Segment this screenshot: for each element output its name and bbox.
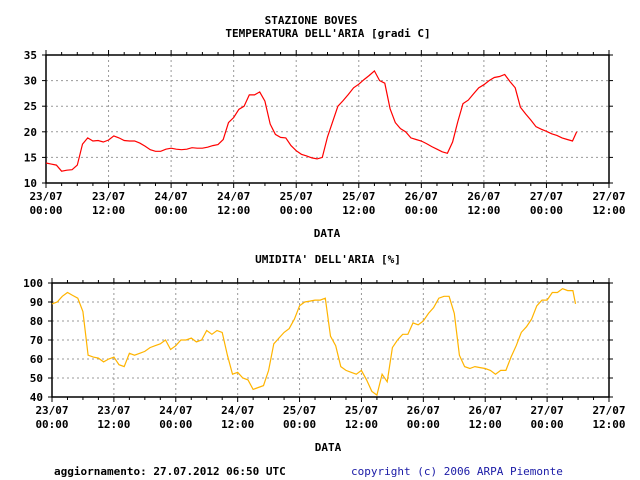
temperature-x-tick-label-time: 12:00: [592, 204, 625, 217]
humidity-x-tick-label-time: 12:00: [345, 418, 378, 431]
humidity-chart: 40506070809010023/0700:0023/0712:0024/07…: [23, 277, 625, 431]
temperature-x-tick-label-time: 12:00: [92, 204, 125, 217]
humidity-x-tick-label-time: 00:00: [35, 418, 68, 431]
humidity-y-tick-label: 40: [30, 391, 43, 404]
humidity-y-tick-label: 100: [23, 277, 43, 290]
temperature-x-tick-label-time: 00:00: [155, 204, 188, 217]
humidity-y-tick-label: 90: [30, 296, 43, 309]
temperature-x-tick-label-time: 12:00: [467, 204, 500, 217]
temperature-x-tick-label-time: 00:00: [405, 204, 438, 217]
humidity-x-axis-label: DATA: [315, 441, 342, 454]
humidity-x-tick-label-time: 12:00: [592, 418, 625, 431]
humidity-x-tick-label-date: 27/07: [531, 404, 564, 417]
humidity-x-tick-label-time: 00:00: [283, 418, 316, 431]
temperature-x-tick-label-date: 26/07: [405, 190, 438, 203]
temperature-y-tick-label: 10: [24, 177, 37, 190]
humidity-x-tick-label-time: 00:00: [407, 418, 440, 431]
temperature-x-tick-label-date: 27/07: [530, 190, 563, 203]
humidity-x-tick-label-date: 25/07: [345, 404, 378, 417]
temperature-x-tick-label-date: 23/07: [29, 190, 62, 203]
temperature-chart-title: TEMPERATURA DELL'ARIA [gradi C]: [225, 27, 430, 40]
humidity-y-tick-label: 70: [30, 334, 43, 347]
temperature-series-line: [45, 69, 578, 172]
temperature-x-tick-label-time: 00:00: [530, 204, 563, 217]
temperature-y-tick-label: 25: [24, 100, 37, 113]
humidity-y-tick-label: 60: [30, 353, 43, 366]
station-title: STAZIONE BOVES: [265, 14, 358, 27]
humidity-x-tick-label-date: 26/07: [407, 404, 440, 417]
humidity-x-tick-label-date: 23/07: [97, 404, 130, 417]
humidity-chart-title: UMIDITA' DELL'ARIA [%]: [255, 253, 401, 266]
temperature-x-tick-label-date: 24/07: [217, 190, 250, 203]
temperature-x-tick-label-time: 00:00: [29, 204, 62, 217]
humidity-x-tick-label-time: 00:00: [531, 418, 564, 431]
humidity-x-tick-label-date: 26/07: [469, 404, 502, 417]
temperature-x-tick-label-time: 12:00: [342, 204, 375, 217]
temperature-y-tick-label: 15: [24, 151, 37, 164]
temperature-plot-frame: [45, 54, 610, 184]
temperature-x-tick-label-date: 26/07: [467, 190, 500, 203]
temperature-y-tick-label: 35: [24, 49, 37, 62]
temperature-x-tick-label-date: 23/07: [92, 190, 125, 203]
humidity-y-tick-label: 50: [30, 372, 43, 385]
humidity-x-tick-label-date: 23/07: [35, 404, 68, 417]
humidity-plot-frame: [51, 282, 610, 398]
temperature-x-axis-label: DATA: [314, 227, 341, 240]
humidity-x-tick-label-date: 25/07: [283, 404, 316, 417]
temperature-x-tick-label-date: 25/07: [280, 190, 313, 203]
temperature-x-tick-label-time: 12:00: [217, 204, 250, 217]
humidity-x-tick-label-time: 00:00: [159, 418, 192, 431]
humidity-x-tick-label-date: 24/07: [221, 404, 254, 417]
humidity-x-tick-label-date: 24/07: [159, 404, 192, 417]
update-timestamp: aggiornamento: 27.07.2012 06:50 UTC: [54, 465, 286, 478]
temperature-y-tick-label: 20: [24, 126, 37, 139]
humidity-x-tick-label-time: 12:00: [221, 418, 254, 431]
copyright-notice: copyright (c) 2006 ARPA Piemonte: [351, 465, 563, 478]
temperature-x-tick-label-date: 27/07: [592, 190, 625, 203]
temperature-x-tick-label-date: 25/07: [342, 190, 375, 203]
humidity-x-tick-label-time: 12:00: [469, 418, 502, 431]
temperature-y-tick-label: 30: [24, 75, 37, 88]
temperature-chart: 10152025303523/0700:0023/0712:0024/0700:…: [24, 49, 626, 217]
temperature-x-tick-label-date: 24/07: [155, 190, 188, 203]
humidity-x-tick-label-date: 27/07: [592, 404, 625, 417]
temperature-x-tick-label-time: 00:00: [280, 204, 313, 217]
humidity-y-tick-label: 80: [30, 315, 43, 328]
humidity-series-line: [51, 288, 577, 397]
humidity-x-tick-label-time: 12:00: [97, 418, 130, 431]
